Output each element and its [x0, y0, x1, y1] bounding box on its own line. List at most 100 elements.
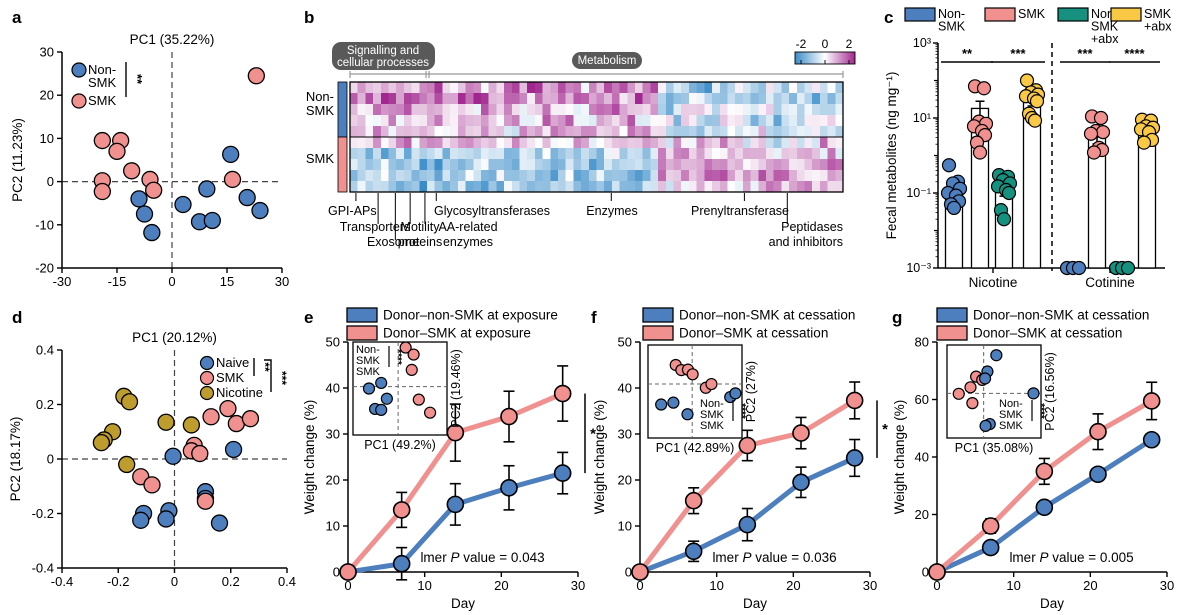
- heatmap-cell: [750, 170, 759, 182]
- y-axis-label: Fecal metabolites (ng mg⁻¹): [884, 72, 899, 240]
- heatmap-cell: [688, 115, 698, 127]
- heatmap-cell: [742, 181, 752, 193]
- smk-point: [93, 182, 111, 201]
- panel-c-label: c: [884, 8, 894, 27]
- heatmap-cell: [835, 82, 844, 94]
- heatmap-cell: [819, 159, 829, 171]
- heatmap-cell: [511, 181, 520, 193]
- heatmap-cell: [427, 104, 436, 116]
- heatmap-cell: [665, 170, 675, 182]
- heatmap-cell: [619, 93, 628, 105]
- dot-cotinine-2: [1120, 260, 1136, 276]
- y-axis-label: Weight change (%): [302, 400, 317, 515]
- heatmap-cell: [681, 126, 690, 138]
- x-tick-label: -0.2: [107, 574, 129, 589]
- heatmap-cell: [604, 82, 613, 94]
- heatmap-cell: [581, 82, 590, 94]
- heatmap-cell: [427, 115, 436, 127]
- heatmap-cell: [696, 93, 705, 105]
- heatmap-cell: [480, 104, 490, 116]
- heatmap-cell: [357, 82, 366, 94]
- heatmap-cell: [735, 181, 744, 193]
- y-tick-label: 0: [47, 174, 54, 189]
- heatmap-cell: [581, 159, 590, 171]
- heatmap-cell: [480, 159, 490, 171]
- sig-bracket-2: [264, 359, 272, 392]
- heatmap-cell: [588, 148, 597, 160]
- heatmap-cell: [719, 170, 728, 182]
- heatmap-cell: [835, 159, 844, 171]
- heatmap-cell: [442, 137, 451, 149]
- heatmap-cell: [827, 82, 836, 94]
- heatmap-cell: [673, 126, 682, 138]
- row-group-non-smk-label: Non-: [306, 89, 334, 104]
- heatmap-cell: [742, 170, 752, 182]
- panel-a-pca-scatter: -30 -15 0 15 30 -20 -10 0 10 20 30 PC1 (35.22%) PC2 …: [10, 32, 289, 289]
- heatmap-cell: [550, 170, 559, 182]
- heatmap-cell: [773, 93, 782, 105]
- sig2-stars: ***: [275, 371, 289, 385]
- legend-naive-label: Naive: [216, 355, 249, 370]
- heatmap-cell: [642, 104, 651, 116]
- heatmap-cell: [750, 148, 759, 160]
- inset-legend-label: Non-: [356, 344, 380, 356]
- heatmap-cell: [373, 170, 382, 182]
- heatmap-cell: [704, 82, 713, 94]
- heatmap-cell: [573, 170, 582, 182]
- heatmap-cell: [534, 137, 544, 149]
- heatmap-cell: [550, 104, 559, 116]
- heatmap-cell: [819, 148, 829, 160]
- non-smk-point: [135, 205, 154, 223]
- heatmap-cell: [773, 137, 782, 149]
- heatmap-cell: [642, 137, 651, 149]
- heatmap-cell: [450, 93, 459, 105]
- heatmap-cell: [373, 82, 382, 94]
- heatmap-cell: [396, 82, 405, 94]
- series-marker: [1089, 465, 1107, 484]
- heatmap-cell: [419, 181, 428, 193]
- heatmap-cell: [434, 104, 443, 116]
- heatmap-cell: [704, 126, 713, 138]
- heatmap-cell: [765, 170, 775, 182]
- heatmap-cell: [635, 148, 644, 160]
- heatmap-cell: [550, 93, 559, 105]
- legend-swatch: [346, 307, 378, 323]
- legend-swatch: [642, 325, 674, 341]
- heatmap-cell: [388, 126, 397, 138]
- heatmap-cell: [565, 82, 574, 94]
- heatmap-cell: [681, 181, 690, 193]
- heatmap-cell: [712, 115, 721, 127]
- heatmap-cell: [696, 82, 705, 94]
- heatmap-cell: [496, 115, 505, 127]
- heatmap-cell: [365, 104, 374, 116]
- heatmap-cell: [681, 137, 690, 149]
- heatmap-cell: [573, 148, 582, 160]
- heatmap-cell: [635, 93, 644, 105]
- heatmap-cell: [650, 170, 659, 182]
- heatmap-cell: [719, 137, 728, 149]
- heatmap-cell: [658, 82, 667, 94]
- inset-smk-point: [705, 377, 718, 391]
- heatmap-cell: [403, 137, 413, 149]
- heatmap-cell: [504, 148, 513, 160]
- heatmap-cell: [411, 137, 420, 149]
- smk-point: [241, 410, 260, 428]
- heatmap-cell: [457, 137, 467, 149]
- heatmap-cell: [388, 104, 397, 116]
- heatmap-cell: [688, 148, 698, 160]
- heatmap-cell: [465, 159, 474, 171]
- heatmap-cell: [565, 148, 574, 160]
- y-tick-label: 40: [326, 381, 340, 396]
- heatmap-cell: [604, 115, 613, 127]
- heatmap-cell: [611, 159, 621, 171]
- legend-swatch-2: [1057, 7, 1089, 22]
- heatmap-cell: [673, 93, 682, 105]
- inset-non-smk-point: [375, 403, 388, 416]
- heatmap-cell: [665, 126, 675, 138]
- smk-sidebar: [337, 136, 348, 193]
- heatmap-cell: [403, 148, 413, 160]
- heatmap-cell: [604, 93, 613, 105]
- y-tick-label: 20: [40, 88, 54, 103]
- heatmap-cell: [488, 159, 497, 171]
